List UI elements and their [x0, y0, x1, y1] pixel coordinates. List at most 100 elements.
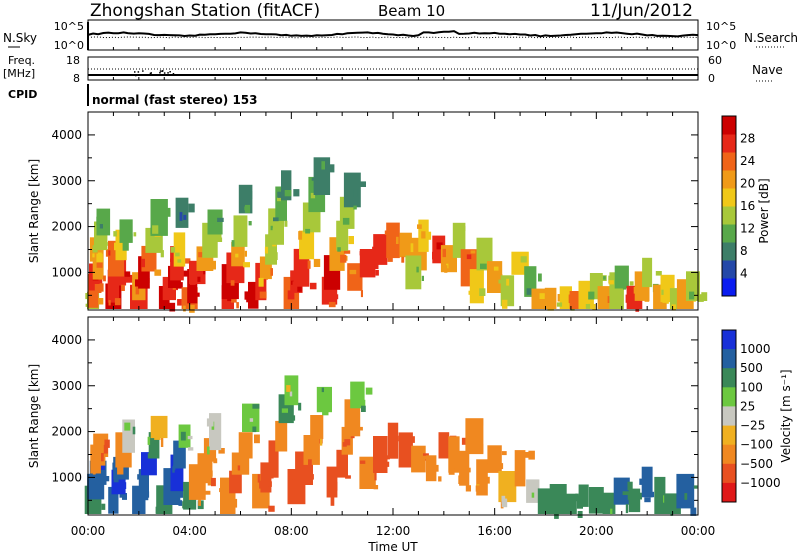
power-cell-streak	[179, 212, 183, 221]
power-cell-streak	[151, 264, 155, 271]
power-cell-streak	[287, 290, 295, 300]
beam-label: Beam 10	[378, 2, 445, 20]
nave-point	[147, 74, 150, 76]
power-colorbar-tick: 12	[740, 222, 755, 236]
power-cell	[313, 157, 331, 195]
power-cell-streak	[193, 292, 200, 297]
velocity-cell-streak	[465, 485, 471, 492]
freq-series	[88, 68, 698, 77]
power-cell-streak	[244, 291, 251, 300]
x-tick-label: 08:00	[274, 524, 309, 538]
power-cell-streak	[485, 249, 491, 254]
velocity-colorbar-tick: −500	[740, 457, 773, 471]
power-cell-streak	[152, 225, 159, 234]
power-cell-streak	[303, 206, 308, 211]
power-cell-streak	[392, 248, 399, 257]
velocity-cell-streak	[104, 439, 110, 448]
velocity-cell-streak	[314, 438, 320, 446]
power-cell-streak	[99, 283, 104, 292]
velocity-cell-streak	[268, 481, 272, 487]
power-cell-streak	[629, 281, 634, 286]
power-cell-streak	[96, 261, 103, 268]
power-cell-streak	[284, 220, 288, 227]
nave-tick-bottom: 0	[708, 72, 715, 85]
power-ylabel: Slant Range [km]	[27, 159, 41, 263]
velocity-cell-streak	[122, 493, 127, 500]
velocity-cell-streak	[499, 463, 504, 469]
power-cell-streak	[160, 250, 164, 258]
power-cell-streak	[342, 217, 350, 225]
x-tick-label: 16:00	[477, 524, 512, 538]
velocity-cell	[578, 484, 589, 507]
power-cell-streak	[183, 305, 186, 312]
velocity-cell-streak	[143, 495, 149, 501]
power-cell-streak	[94, 284, 102, 293]
velocity-cell-streak	[143, 491, 150, 498]
velocity-cell	[565, 493, 577, 514]
velocity-cell-streak	[257, 474, 260, 483]
velocity-cell-streak	[280, 435, 287, 445]
velocity-cell-streak	[98, 502, 101, 508]
velocity-cell-streak	[238, 469, 246, 475]
power-cell	[187, 269, 198, 304]
power-cell-streak	[176, 282, 183, 289]
power-cell	[343, 172, 361, 208]
velocity-ytick-label: 1000	[51, 470, 82, 484]
power-cell-streak	[217, 217, 224, 222]
power-cell	[405, 255, 422, 290]
nave-point	[162, 70, 164, 72]
power-cell	[281, 170, 292, 201]
velocity-colorbar-tick: 1000	[740, 342, 771, 356]
velocity-cell-streak	[658, 478, 664, 485]
power-cell-streak	[217, 230, 222, 239]
velocity-colorbar-label: Velocity [m s⁻¹]	[779, 369, 793, 462]
power-cell-streak	[444, 265, 448, 273]
velocity-cell-streak	[345, 475, 351, 479]
power-ytick-label: 3000	[51, 174, 82, 188]
power-cell-streak	[497, 274, 503, 278]
nave-point	[159, 72, 161, 74]
power-cell-streak	[329, 164, 335, 173]
velocity-cell-streak	[458, 475, 465, 484]
freq-unit-label: [MHz]	[3, 67, 35, 80]
velocity-cell-streak	[522, 452, 530, 458]
power-colorbar-swatch	[722, 116, 736, 135]
power-cell-streak	[349, 269, 357, 275]
x-tick-label: 20:00	[579, 524, 614, 538]
velocity-cell-streak	[320, 438, 323, 446]
power-cell-streak	[353, 189, 358, 197]
velocity-cell-streak	[528, 450, 535, 460]
velocity-ytick-label: 4000	[51, 333, 82, 347]
velocity-cell-streak	[154, 435, 161, 440]
velocity-cell-streak	[318, 423, 321, 428]
power-cell-streak	[454, 223, 458, 231]
velocity-cell-streak	[335, 470, 338, 478]
velocity-cell-streak	[373, 485, 379, 490]
power-cell-streak	[309, 282, 317, 290]
velocity-cell-streak	[639, 478, 645, 485]
velocity-cell-streak	[205, 490, 211, 495]
velocity-cell-streak	[656, 507, 664, 514]
power-cell-streak	[405, 284, 408, 288]
velocity-cell-streak	[101, 453, 104, 462]
date-label: 11/Jun/2012	[590, 1, 693, 21]
power-cell-streak	[623, 276, 627, 282]
power-colorbar-tick: 16	[740, 199, 755, 213]
velocity-cell-streak	[147, 456, 154, 464]
velocity-cell-streak	[259, 480, 266, 489]
velocity-cell-streak	[649, 491, 655, 498]
power-cell-streak	[331, 269, 334, 276]
velocity-cell-streak	[280, 443, 287, 449]
velocity-cell-streak	[93, 484, 96, 488]
power-cell-streak	[340, 254, 347, 263]
velocity-cell-streak	[151, 467, 156, 472]
power-cell-streak	[337, 247, 341, 252]
velocity-cell	[108, 486, 119, 514]
power-cell-streak	[92, 253, 95, 258]
nave-point	[167, 72, 169, 74]
power-cell-streak	[230, 280, 235, 286]
nsearch-label: N.Search	[744, 31, 798, 45]
velocity-cell-streak	[211, 477, 216, 487]
velocity-cell-streak	[310, 474, 314, 480]
power-cell-streak	[165, 207, 171, 217]
